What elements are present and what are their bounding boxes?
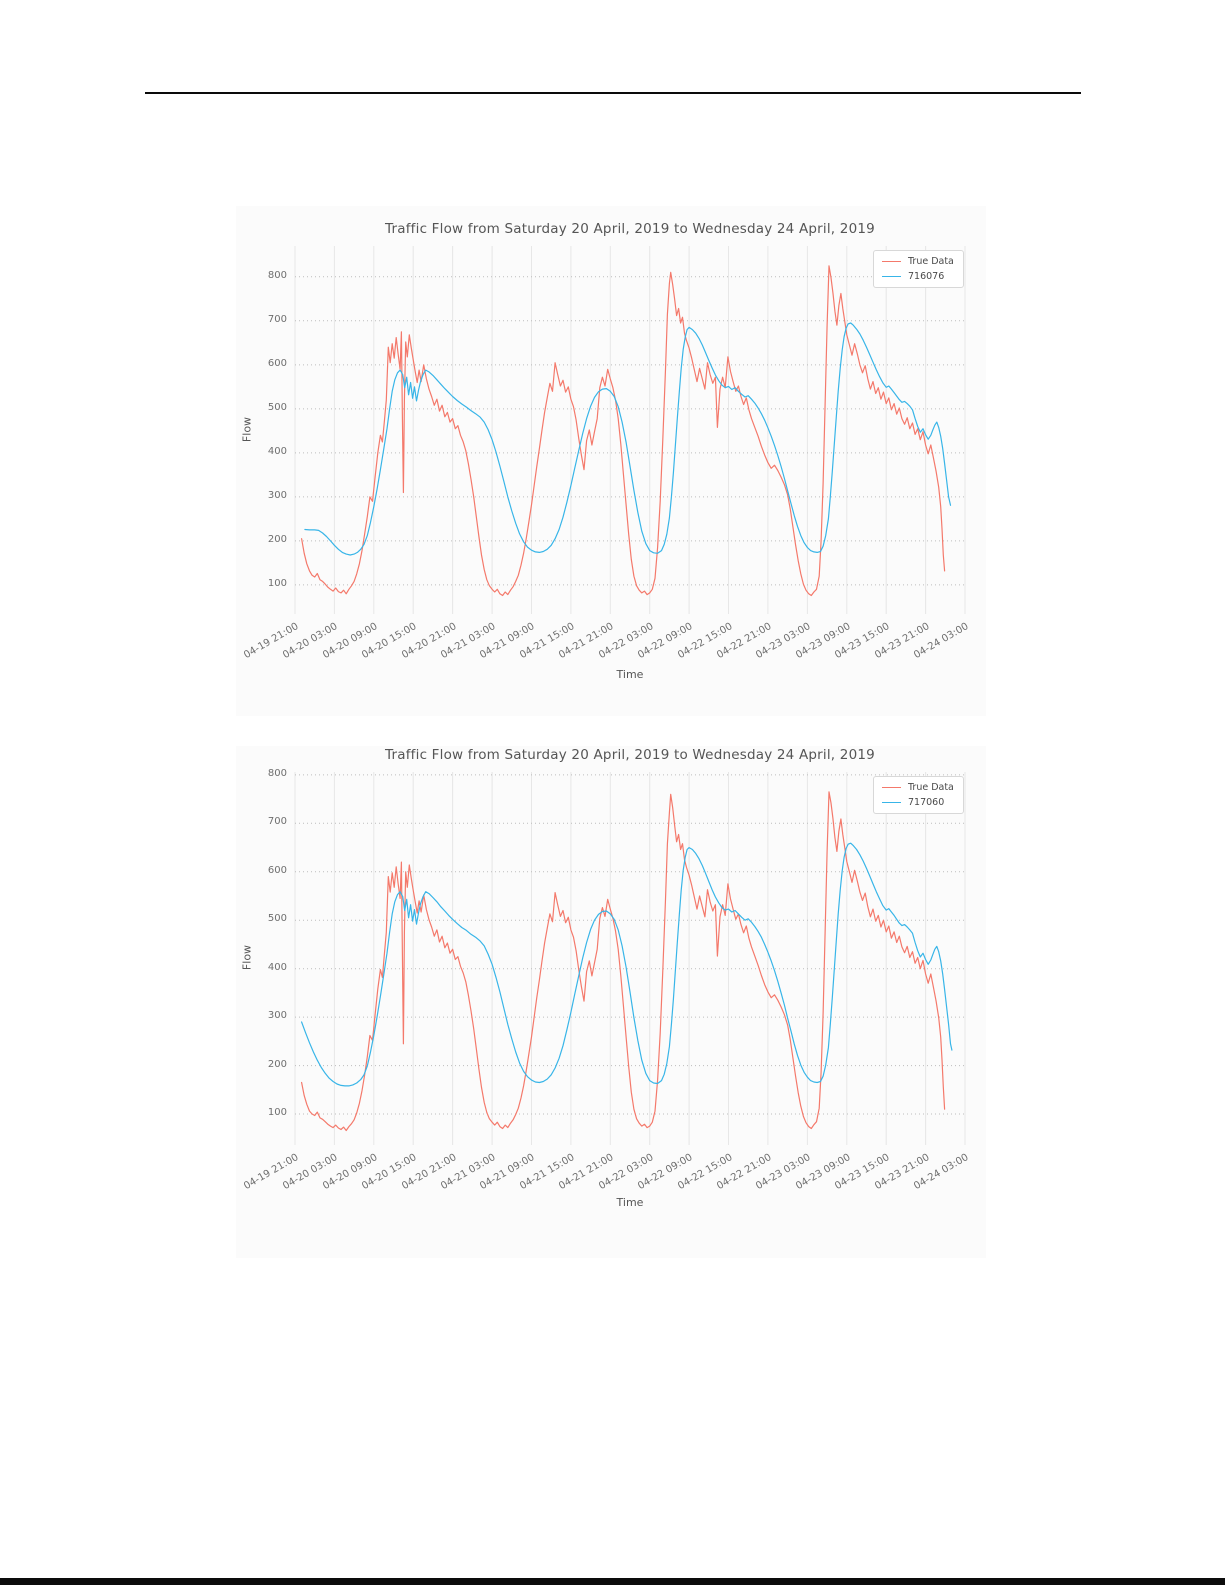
legend-entry: True Data — [882, 782, 954, 793]
legend-line-swatch — [882, 276, 901, 277]
legend-entry: True Data — [882, 256, 954, 267]
series-line-true-data — [301, 265, 946, 597]
legend-label: 717060 — [908, 797, 945, 808]
legend-entry: 716076 — [882, 271, 954, 282]
figure-background — [236, 746, 986, 1258]
legend-line-swatch — [882, 787, 901, 788]
legend: True Data 716076 — [873, 250, 964, 288]
legend: True Data 717060 — [873, 776, 964, 814]
series-line-717060 — [301, 842, 953, 1087]
figure-background — [236, 206, 986, 716]
x-axis-label: Time — [616, 668, 644, 681]
chart-title: Traffic Flow from Saturday 20 April, 201… — [385, 747, 875, 763]
legend-line-swatch — [882, 261, 901, 262]
legend-line-swatch — [882, 802, 901, 803]
y-axis-label: Flow — [240, 416, 254, 443]
chart-title: Traffic Flow from Saturday 20 April, 201… — [385, 221, 875, 237]
series-line-true-data — [301, 791, 946, 1132]
series-line-716076 — [304, 322, 952, 556]
legend-label: True Data — [908, 256, 954, 267]
page-bottom-bar — [0, 1578, 1225, 1585]
header-rule — [145, 92, 1081, 94]
legend-label: True Data — [908, 782, 954, 793]
y-axis-label: Flow — [240, 944, 254, 971]
legend-label: 716076 — [908, 271, 945, 282]
x-axis-label: Time — [616, 1196, 644, 1209]
legend-entry: 717060 — [882, 797, 954, 808]
